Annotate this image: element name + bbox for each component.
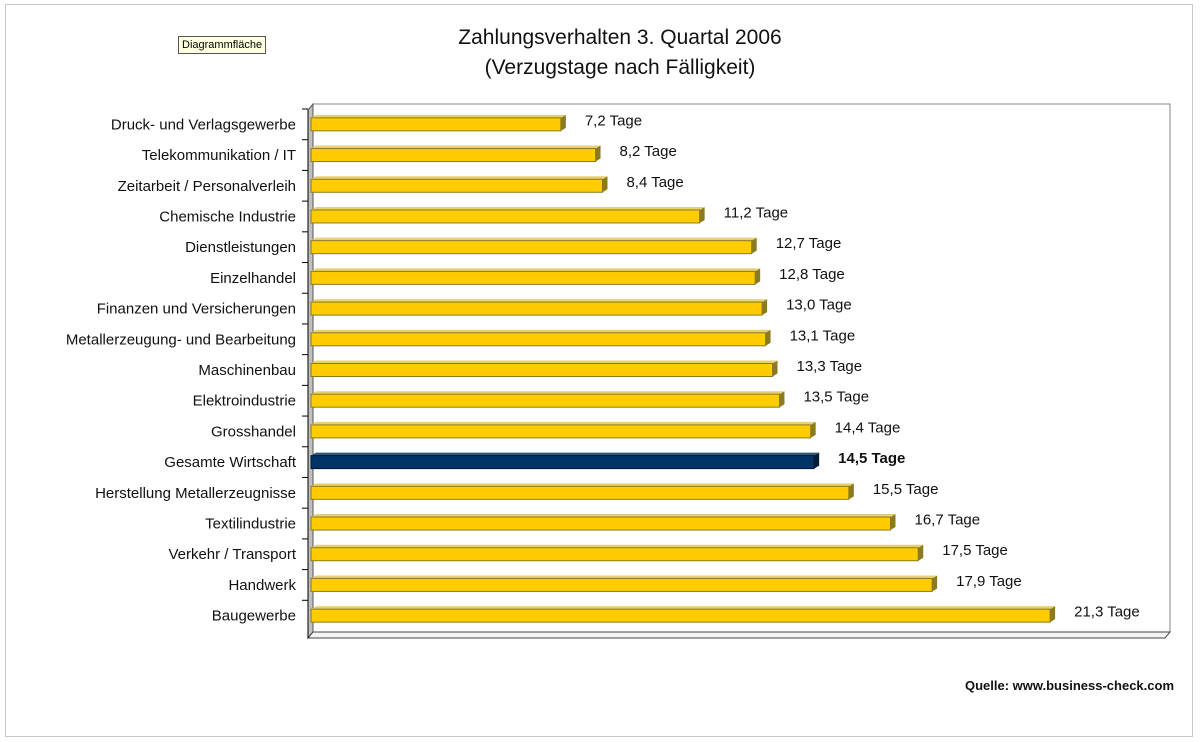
bar-top-face xyxy=(311,544,924,548)
bar-14 xyxy=(310,547,919,562)
category-label: Grosshandel xyxy=(211,423,296,440)
data-label: 17,9 Tage xyxy=(956,573,1022,590)
bar-end-face xyxy=(595,145,601,162)
bar-7 xyxy=(310,332,767,347)
chart-frame xyxy=(5,4,1193,737)
bar-top-face xyxy=(311,268,761,272)
bar-top-face xyxy=(311,237,757,241)
bar-top-face xyxy=(311,299,768,303)
category-label: Elektroindustrie xyxy=(193,393,296,410)
bar-10 xyxy=(310,424,812,439)
data-label: 7,2 Tage xyxy=(585,112,642,129)
category-label: Handwerk xyxy=(228,577,296,594)
bar-top-face xyxy=(311,176,608,180)
bar-3 xyxy=(310,209,701,224)
bar-top-face xyxy=(311,145,601,149)
data-label: 21,3 Tage xyxy=(1074,604,1140,621)
data-label: 12,7 Tage xyxy=(776,235,842,252)
data-label: 17,5 Tage xyxy=(942,542,1008,559)
tooltip: Diagrammfläche xyxy=(178,36,267,54)
bar-12 xyxy=(310,485,850,500)
bar-11 xyxy=(310,455,815,470)
chart-subtitle: (Verzugstage nach Fälligkeit) xyxy=(485,56,756,79)
bar-end-face xyxy=(602,176,608,193)
data-label: 12,8 Tage xyxy=(779,266,845,283)
data-label: 8,4 Tage xyxy=(626,174,683,191)
bar-9 xyxy=(310,393,780,408)
category-label: Druck- und Verlagsgewerbe xyxy=(111,116,296,133)
bar-end-face xyxy=(810,421,816,438)
data-label: 13,0 Tage xyxy=(786,297,852,314)
bar-top-face xyxy=(311,514,896,518)
bar-1 xyxy=(310,148,597,163)
bar-13 xyxy=(310,516,891,531)
bar-top-face xyxy=(311,483,854,487)
bar-end-face xyxy=(932,575,938,592)
bar-end-face xyxy=(814,452,820,469)
bar-top-face xyxy=(311,360,778,364)
category-label: Verkehr / Transport xyxy=(168,546,296,563)
bar-5 xyxy=(310,270,756,285)
bar-end-face xyxy=(765,329,771,346)
bar-end-face xyxy=(890,514,896,531)
data-label: 8,2 Tage xyxy=(620,143,677,160)
bar-top-face xyxy=(311,329,771,333)
bar-15 xyxy=(310,577,933,592)
category-label: Telekommunikation / IT xyxy=(142,147,296,164)
category-label: Chemische Industrie xyxy=(159,208,296,225)
bar-end-face xyxy=(762,299,768,316)
bar-top-face xyxy=(311,421,816,425)
bar-top-face xyxy=(311,452,820,456)
data-label: 13,1 Tage xyxy=(790,327,856,344)
data-label: 16,7 Tage xyxy=(914,512,980,529)
data-label: 11,2 Tage xyxy=(724,204,789,221)
bar-top-face xyxy=(311,391,785,395)
data-label: 14,5 Tage xyxy=(838,450,905,467)
bar-end-face xyxy=(848,483,854,500)
bar-8 xyxy=(310,363,774,377)
bar-end-face xyxy=(751,237,757,254)
bar-16 xyxy=(310,608,1051,623)
bar-end-face xyxy=(918,544,924,561)
category-label: Textilindustrie xyxy=(205,516,296,533)
bar-top-face xyxy=(311,206,705,210)
category-label: Herstellung Metallerzeugnisse xyxy=(95,485,296,502)
category-label: Metallerzeugung- und Bearbeitung xyxy=(66,331,296,348)
bar-6 xyxy=(310,301,763,316)
data-label: 13,5 Tage xyxy=(803,389,869,406)
category-label: Gesamte Wirtschaft xyxy=(164,454,297,471)
bar-end-face xyxy=(772,360,778,377)
bar-end-face xyxy=(1050,606,1056,623)
bar-end-face xyxy=(699,206,705,223)
bar-end-face xyxy=(755,268,761,285)
category-label: Finanzen und Versicherungen xyxy=(97,301,296,318)
category-label: Dienstleistungen xyxy=(185,239,296,256)
chart-title: Zahlungsverhalten 3. Quartal 2006 xyxy=(458,26,781,49)
floor xyxy=(306,631,1172,639)
bar-top-face xyxy=(311,575,938,579)
category-label: Baugewerbe xyxy=(212,608,296,625)
bar-end-face xyxy=(560,114,566,131)
bar-0 xyxy=(310,117,562,132)
data-label: 15,5 Tage xyxy=(873,481,939,498)
bar-4 xyxy=(310,240,753,255)
data-label: 14,4 Tage xyxy=(835,419,901,436)
source-note: Quelle: www.business-check.com xyxy=(965,678,1174,693)
bar-2 xyxy=(310,178,603,193)
bar-end-face xyxy=(779,391,785,408)
category-label: Einzelhandel xyxy=(210,270,296,287)
bar-top-face xyxy=(311,606,1056,610)
category-label: Zeitarbeit / Personalverleih xyxy=(118,178,296,195)
data-label: 13,3 Tage xyxy=(797,358,863,375)
category-label: Maschinenbau xyxy=(198,362,296,379)
bar-top-face xyxy=(311,114,566,118)
